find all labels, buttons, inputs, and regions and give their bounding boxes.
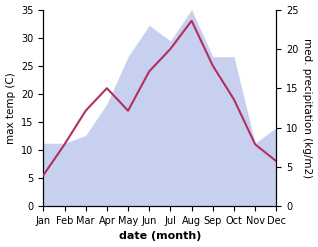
Y-axis label: max temp (C): max temp (C) [5, 72, 16, 144]
Y-axis label: med. precipitation (kg/m2): med. precipitation (kg/m2) [302, 38, 313, 178]
X-axis label: date (month): date (month) [119, 231, 201, 242]
